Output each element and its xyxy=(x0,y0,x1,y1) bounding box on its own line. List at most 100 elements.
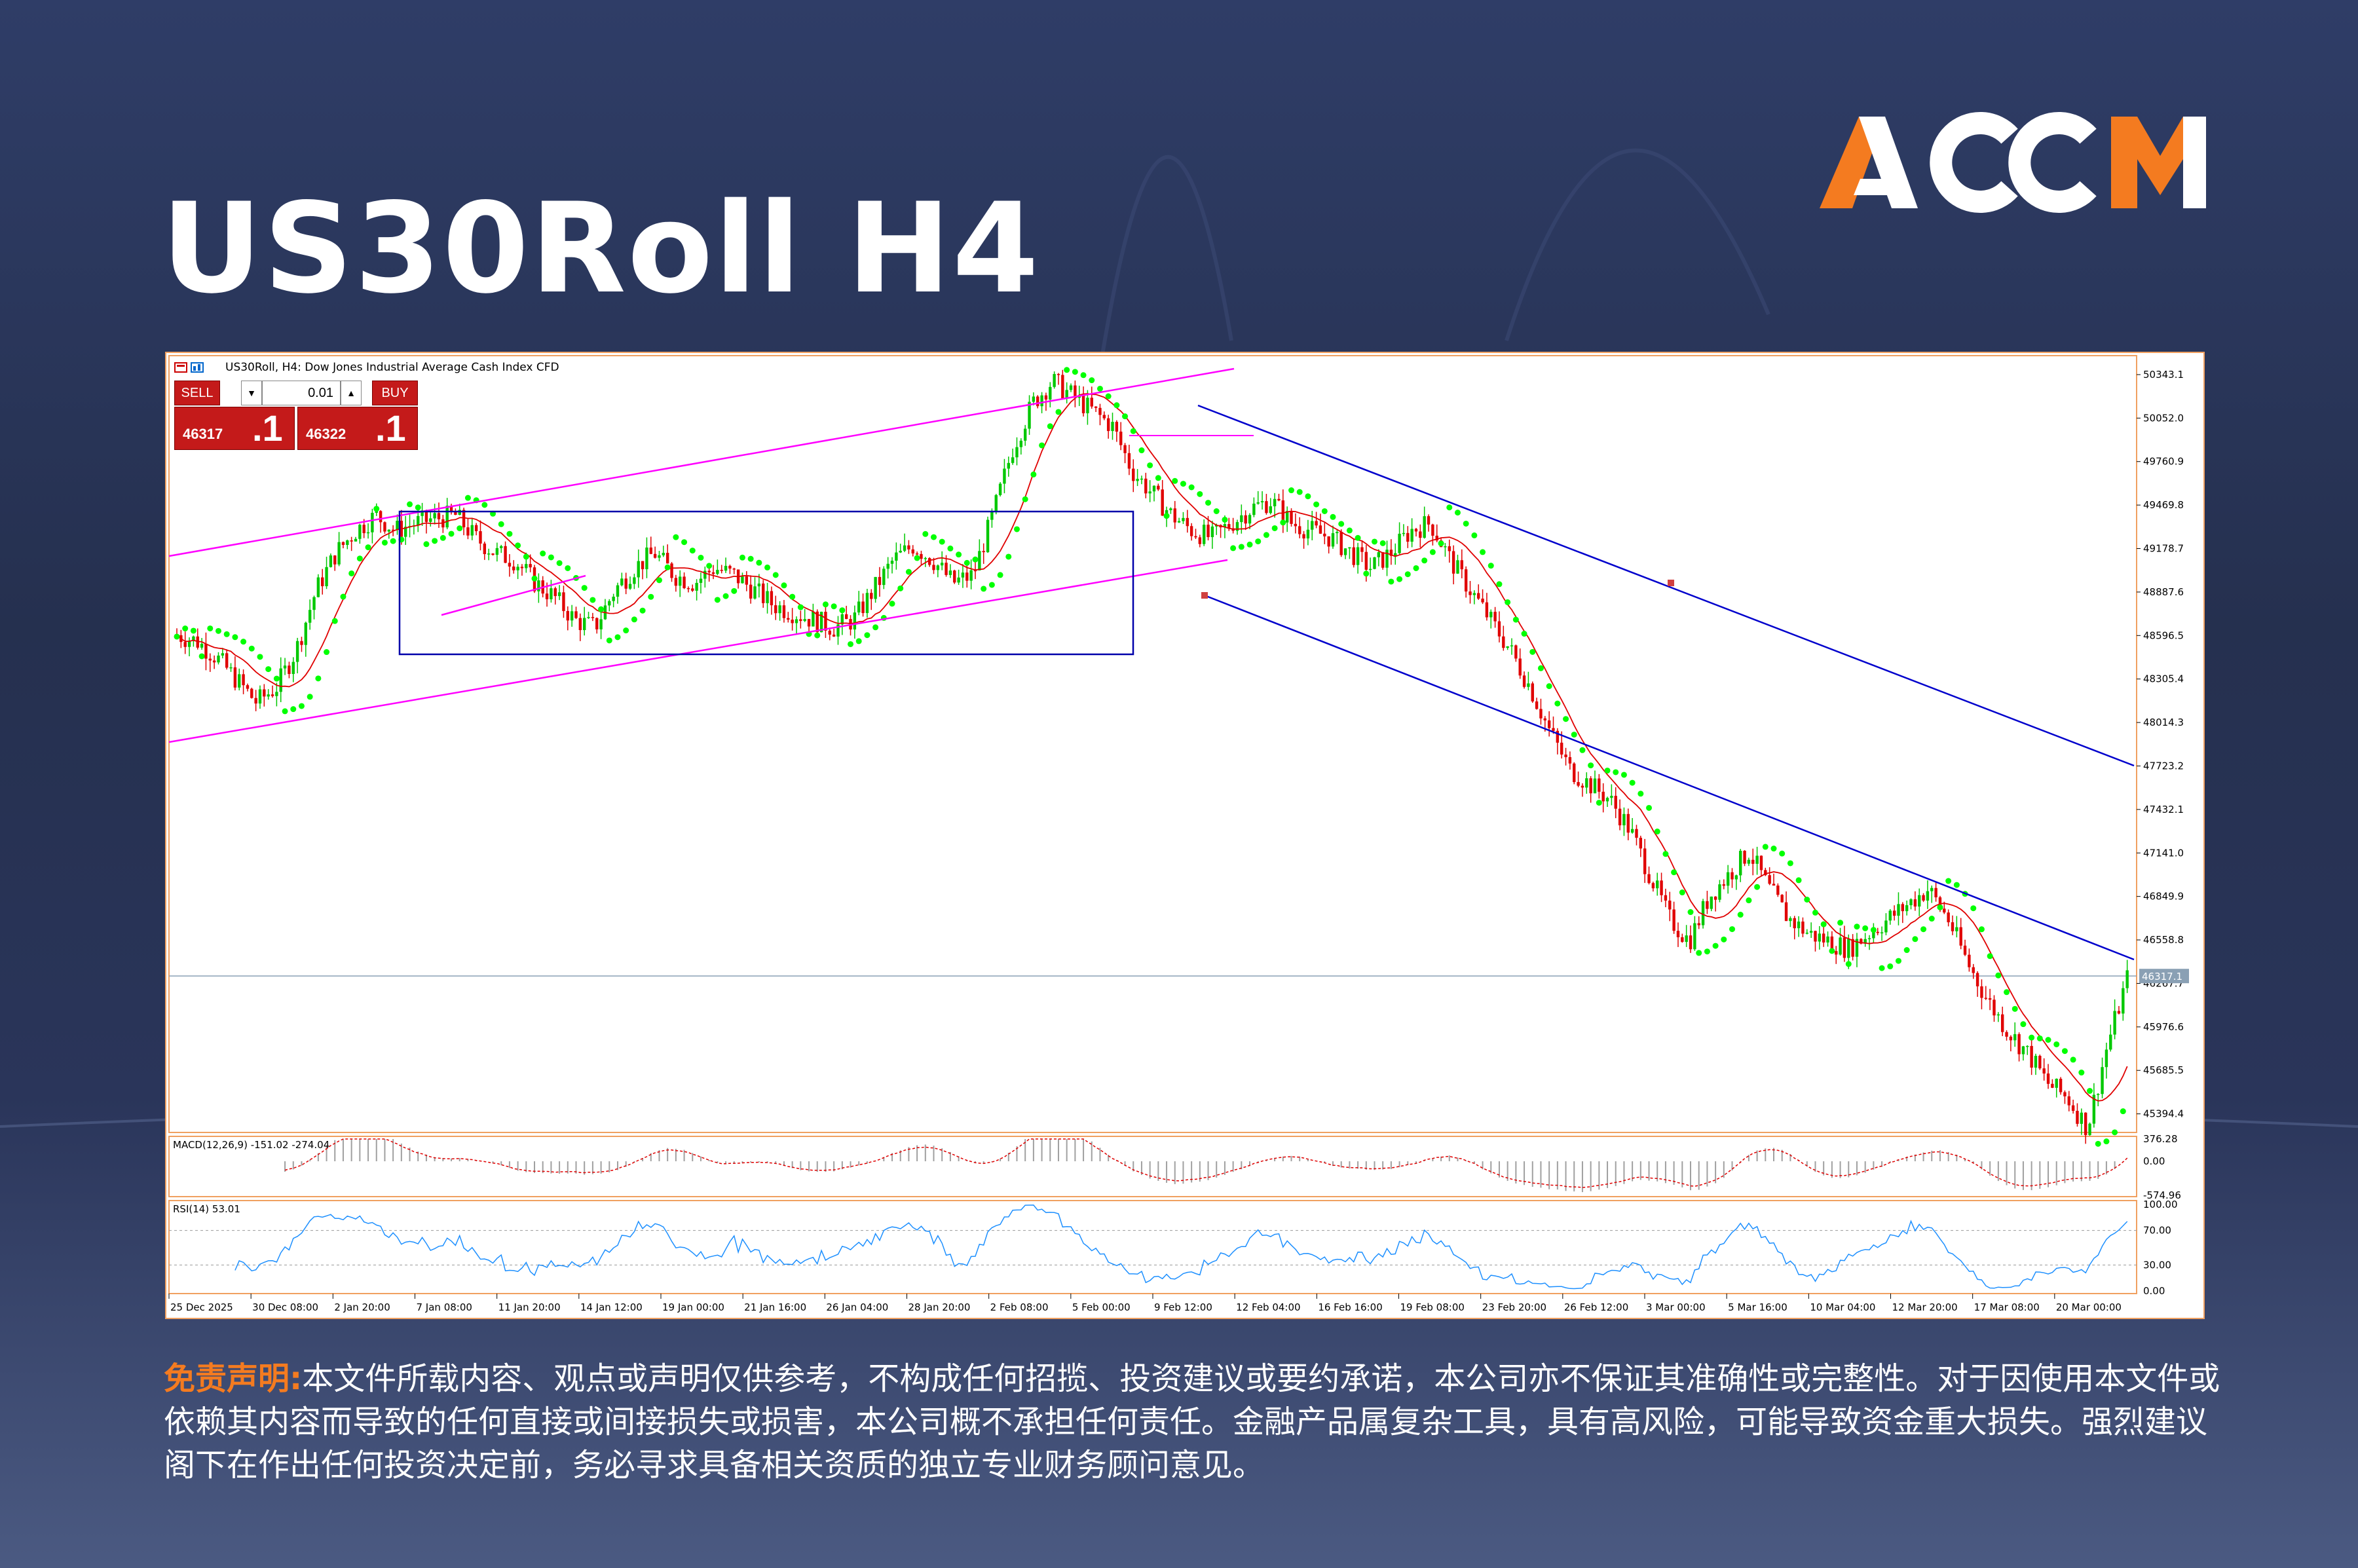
candle-body xyxy=(1011,457,1015,463)
lot-decrease-icon[interactable]: ▼ xyxy=(241,381,262,405)
candle xyxy=(1327,536,1330,553)
candle xyxy=(1988,988,1992,1011)
candle-body xyxy=(2059,1079,2063,1092)
candle-body xyxy=(1356,547,1360,565)
parabolic-sar-dot xyxy=(1845,961,1852,967)
candle xyxy=(936,564,940,578)
parabolic-sar-dot xyxy=(1205,500,1212,506)
lot-increase-icon[interactable]: ▲ xyxy=(341,381,362,405)
candle-body xyxy=(641,561,645,570)
candle xyxy=(1809,922,1813,938)
candle-body xyxy=(396,521,399,530)
candle-body xyxy=(1298,526,1301,534)
parabolic-sar-dot xyxy=(722,593,729,599)
chart-menu-icon[interactable] xyxy=(174,361,220,374)
candle xyxy=(2122,981,2125,1021)
candle xyxy=(1252,497,1256,517)
candle-body xyxy=(354,538,358,542)
candle xyxy=(1681,933,1684,943)
candle xyxy=(903,533,907,553)
parabolic-sar-dot xyxy=(1404,571,1411,578)
candle xyxy=(753,577,757,600)
candle xyxy=(566,606,569,631)
candle-body xyxy=(1905,905,1909,912)
parabolic-sar-dot xyxy=(373,506,380,512)
candle xyxy=(279,657,282,703)
lot-size-input[interactable]: 0.01 xyxy=(262,381,341,405)
candle-body xyxy=(1419,531,1422,538)
candle xyxy=(728,565,732,574)
candle-body xyxy=(225,653,229,668)
candle xyxy=(649,536,652,555)
buy-price-button[interactable]: 46322 .1 xyxy=(297,407,418,450)
candle xyxy=(238,668,241,691)
time-axis-label: 17 Mar 08:00 xyxy=(1974,1301,2040,1313)
parabolic-sar-dot xyxy=(1837,920,1844,926)
candle xyxy=(1747,857,1751,867)
parabolic-sar-dot xyxy=(1629,779,1636,786)
candle-body xyxy=(1922,895,1925,901)
candle-body xyxy=(1984,998,1987,999)
parabolic-sar-dot xyxy=(1155,475,1161,481)
candle xyxy=(1331,525,1335,549)
candle-body xyxy=(537,580,540,591)
parabolic-sar-dot xyxy=(639,607,646,614)
sell-button[interactable]: SELL xyxy=(174,381,220,405)
parabolic-sar-dot xyxy=(1554,700,1561,707)
candle-body xyxy=(1019,440,1023,447)
candle-body xyxy=(1934,887,1937,898)
parabolic-sar-dot xyxy=(581,585,588,591)
parabolic-sar-dot xyxy=(265,666,272,673)
candle xyxy=(978,539,981,571)
candle-body xyxy=(1323,533,1326,536)
candle xyxy=(1198,534,1202,548)
candle-body xyxy=(1502,636,1505,648)
candle-body xyxy=(762,583,765,603)
parabolic-sar-dot xyxy=(1338,521,1345,527)
candle xyxy=(1884,913,1888,935)
rsi-axis-label: 70.00 xyxy=(2143,1225,2171,1237)
parabolic-sar-dot xyxy=(556,560,563,567)
candle xyxy=(1905,900,1909,916)
candle xyxy=(982,543,985,564)
candle xyxy=(1102,411,1106,420)
candle-body xyxy=(529,564,532,568)
candle-body xyxy=(1510,645,1514,646)
candle xyxy=(1065,382,1068,403)
parabolic-sar-dot xyxy=(298,703,305,709)
parabolic-sar-dot xyxy=(1671,869,1677,876)
candle xyxy=(1722,879,1726,889)
candle xyxy=(1377,549,1381,567)
parabolic-sar-dot xyxy=(257,654,263,660)
parabolic-sar-dot xyxy=(931,534,937,540)
candle-body xyxy=(815,611,819,633)
sell-price-button[interactable]: 46317 .1 xyxy=(174,407,295,450)
candle-body xyxy=(300,641,303,645)
parabolic-sar-dot xyxy=(1912,936,1918,943)
candle xyxy=(437,502,441,528)
candle-body xyxy=(2051,1083,2054,1088)
candle xyxy=(1493,607,1497,628)
candle xyxy=(1581,783,1584,797)
parabolic-sar-dot xyxy=(764,564,771,570)
candle xyxy=(686,586,690,593)
price-axis-label: 47723.2 xyxy=(2143,760,2184,772)
candle-body xyxy=(1601,791,1605,802)
candle xyxy=(2109,1024,2112,1052)
candle xyxy=(582,607,586,636)
parabolic-sar-dot xyxy=(2029,1034,2035,1041)
candle-body xyxy=(998,483,1002,495)
buy-button[interactable]: BUY xyxy=(372,381,418,405)
candle-body xyxy=(279,668,282,692)
candle-body xyxy=(1497,621,1501,637)
candle xyxy=(1127,444,1131,476)
parabolic-sar-dot xyxy=(1563,716,1569,722)
candle xyxy=(1336,529,1339,544)
chart-window[interactable]: 50343.1 50052.0 49760.9 49469.8 49178.7 48887… xyxy=(165,352,2205,1319)
price-chart[interactable]: 50343.1 50052.0 49760.9 49469.8 49178.7 48887… xyxy=(166,353,2203,1318)
time-axis-label: 19 Jan 00:00 xyxy=(662,1301,724,1313)
candle-body xyxy=(1248,515,1252,524)
parabolic-sar-dot xyxy=(1413,565,1419,571)
candle-body xyxy=(375,511,378,513)
candle xyxy=(1784,891,1788,922)
